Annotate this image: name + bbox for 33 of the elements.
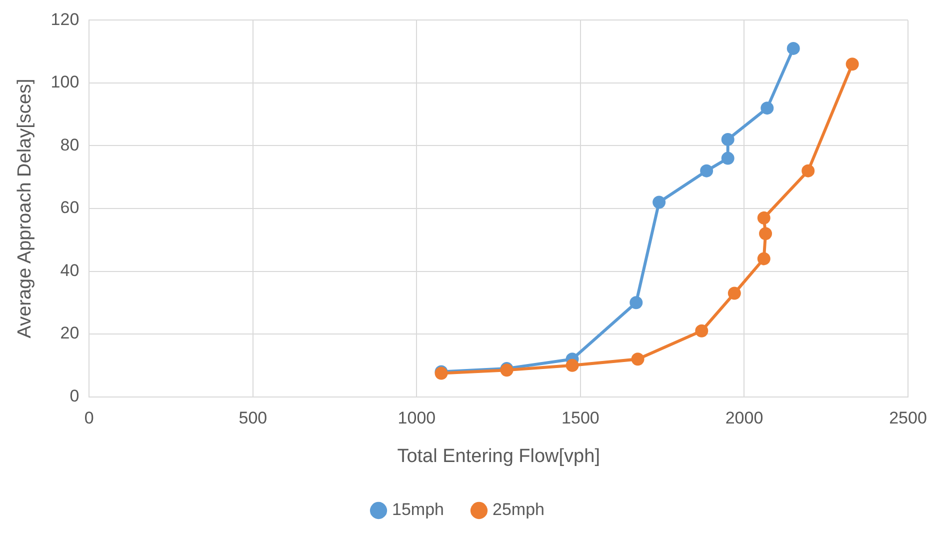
x-tick-label: 2500 — [889, 408, 927, 428]
legend-label: 15mph — [392, 500, 444, 520]
x-tick-label: 1500 — [562, 408, 600, 428]
point — [846, 58, 859, 71]
legend-label: 25mph — [492, 500, 544, 520]
point — [630, 296, 643, 310]
point — [700, 164, 714, 178]
point — [802, 164, 815, 178]
y-tick-label: 20 — [60, 324, 80, 343]
point — [566, 358, 579, 372]
x-tick-label: 500 — [238, 408, 268, 428]
x-tick-label: 2000 — [725, 408, 764, 428]
point — [695, 324, 708, 338]
y-tick-label: 0 — [70, 386, 80, 406]
point — [786, 42, 800, 55]
y-tick-label: 60 — [60, 198, 80, 218]
point — [757, 211, 770, 224]
point — [728, 286, 741, 300]
point — [759, 227, 772, 240]
y-tick-label: 100 — [50, 72, 80, 92]
point — [652, 196, 666, 209]
x-axis-title: Total Entering Flow[vph] — [397, 446, 600, 467]
y-tick-label: 80 — [60, 135, 80, 154]
point — [631, 352, 644, 366]
point — [721, 152, 734, 165]
point — [721, 132, 734, 146]
y-tick-label: 40 — [60, 260, 80, 280]
x-tick-label: 1000 — [398, 408, 436, 428]
x-tick-label: 0 — [84, 408, 94, 428]
y-axis-title: Average Approach Delay[sces] — [14, 78, 36, 338]
point — [757, 252, 770, 266]
y-tick-label: 120 — [50, 10, 80, 29]
point — [760, 102, 774, 115]
